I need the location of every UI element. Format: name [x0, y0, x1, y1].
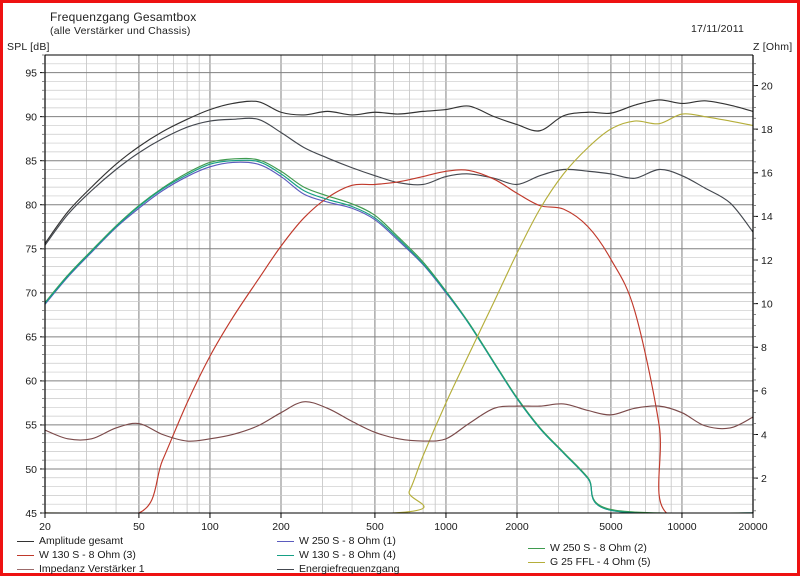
- y-left-tick-label: 90: [25, 111, 37, 123]
- legend-color-swatch: [277, 554, 294, 556]
- curve-g-25-ffl-4-ohm-5: [45, 113, 753, 513]
- y-right-tick-label: 8: [761, 342, 767, 354]
- x-tick-label: 200: [272, 521, 290, 533]
- grid-minor: [44, 54, 754, 514]
- y-left-tick-label: 85: [25, 155, 37, 167]
- legend-item-label: W 130 S - 8 Ohm (4): [299, 549, 396, 561]
- y-right-tick-label: 16: [761, 168, 773, 180]
- y-left-tick-label: 70: [25, 288, 37, 300]
- x-tick-label: 20000: [738, 521, 767, 533]
- x-tick-label: 10000: [667, 521, 696, 533]
- legend-item[interactable]: Impedanz Verstärker 1: [17, 562, 145, 576]
- legend-item[interactable]: W 130 S - 8 Ohm (4): [277, 548, 399, 562]
- legend-column-2: W 250 S - 8 Ohm (1) W 130 S - 8 Ohm (4) En…: [277, 534, 399, 576]
- curve-w-250-s-8-ohm-1: [45, 161, 753, 513]
- y-left-tick-label: 75: [25, 244, 37, 256]
- curve-layer: [45, 99, 753, 513]
- legend-item[interactable]: G 25 FFL - 4 Ohm (5): [528, 555, 651, 569]
- y-right-tick-label: 18: [761, 124, 773, 136]
- legend-item-label: Impedanz Verstärker 1: [39, 563, 145, 575]
- legend-item[interactable]: W 130 S - 8 Ohm (3): [17, 548, 145, 562]
- y-left-tick-label: 60: [25, 376, 37, 388]
- legend-item-label: Energiefrequenzgang: [299, 563, 400, 575]
- y-right-tick-label: 10: [761, 298, 773, 310]
- legend-item-label: W 130 S - 8 Ohm (3): [39, 549, 136, 561]
- y-right-tick-label: 20: [761, 80, 773, 92]
- legend-item[interactable]: Energiefrequenzgang: [277, 562, 399, 576]
- x-tick-label: 2000: [505, 521, 529, 533]
- y-left-tick-label: 80: [25, 200, 37, 212]
- x-tick-label: 500: [366, 521, 384, 533]
- y-left-tick-label: 65: [25, 332, 37, 344]
- axis-lines: [40, 54, 758, 518]
- tick-labels: 45 50 55 60 65 70 75 80 85 90 95 2 4 6 8 10 12 14 16 18 20 20…: [25, 67, 773, 533]
- legend-item-label: G 25 FFL - 4 Ohm (5): [550, 556, 651, 568]
- legend-item[interactable]: W 250 S - 8 Ohm (2): [528, 541, 651, 555]
- curve-energiefrequenzgang: [45, 117, 753, 246]
- y-axis-left-label: SPL [dB]: [7, 41, 50, 53]
- x-tick-label: 20: [39, 521, 51, 533]
- legend-color-swatch: [528, 547, 545, 549]
- y-axis-right-label: Z [Ohm]: [753, 41, 793, 53]
- legend-color-swatch: [17, 568, 34, 570]
- curve-w-250-s-8-ohm-2: [45, 157, 753, 513]
- legend-color-swatch: [277, 568, 294, 570]
- legend-color-swatch: [17, 554, 34, 556]
- legend-item-label: W 250 S - 8 Ohm (1): [299, 535, 396, 547]
- curve-impedanz-verst-rker-1: [45, 401, 753, 442]
- x-tick-label: 50: [133, 521, 145, 533]
- y-left-tick-label: 50: [25, 464, 37, 476]
- legend-item-label: W 250 S - 8 Ohm (2): [550, 542, 647, 554]
- legend-item[interactable]: W 250 S - 8 Ohm (1): [277, 534, 399, 548]
- legend-color-swatch: [528, 561, 545, 563]
- y-left-tick-label: 45: [25, 508, 37, 520]
- x-tick-label: 5000: [599, 521, 623, 533]
- page-subtitle: (alle Verstärker und Chassis): [50, 25, 191, 37]
- y-left-tick-label: 55: [25, 420, 37, 432]
- legend-color-swatch: [17, 540, 34, 542]
- date-label: 17/11/2011: [691, 23, 744, 35]
- curve-amplitude-gesamt: [45, 99, 753, 245]
- x-tick-label: 1000: [434, 521, 458, 533]
- curve-w-130-s-8-ohm-3: [45, 169, 753, 513]
- y-right-tick-label: 12: [761, 255, 773, 267]
- y-left-tick-label: 95: [25, 67, 37, 79]
- chart-canvas: Frequenzgang Gesamtbox (alle Verstärker …: [3, 3, 797, 576]
- page-title: Frequenzgang Gesamtbox: [50, 10, 197, 24]
- y-right-tick-label: 4: [761, 429, 767, 441]
- y-right-tick-label: 14: [761, 211, 773, 223]
- y-right-tick-label: 2: [761, 473, 767, 485]
- curve-w-130-s-8-ohm-4: [45, 159, 753, 513]
- legend-item[interactable]: Amplitude gesamt: [17, 534, 145, 548]
- legend-column-3: W 250 S - 8 Ohm (2) G 25 FFL - 4 Ohm (5): [528, 541, 651, 569]
- legend-item-label: Amplitude gesamt: [39, 535, 124, 547]
- legend-color-swatch: [277, 540, 294, 542]
- frequency-response-plot: 45 50 55 60 65 70 75 80 85 90 95 2 4 6 8 10 12 14 16 18 20 20…: [25, 54, 773, 533]
- x-tick-label: 100: [201, 521, 219, 533]
- legend-column-1: Amplitude gesamt W 130 S - 8 Ohm (3) Imped…: [17, 534, 145, 576]
- y-right-tick-label: 6: [761, 386, 767, 398]
